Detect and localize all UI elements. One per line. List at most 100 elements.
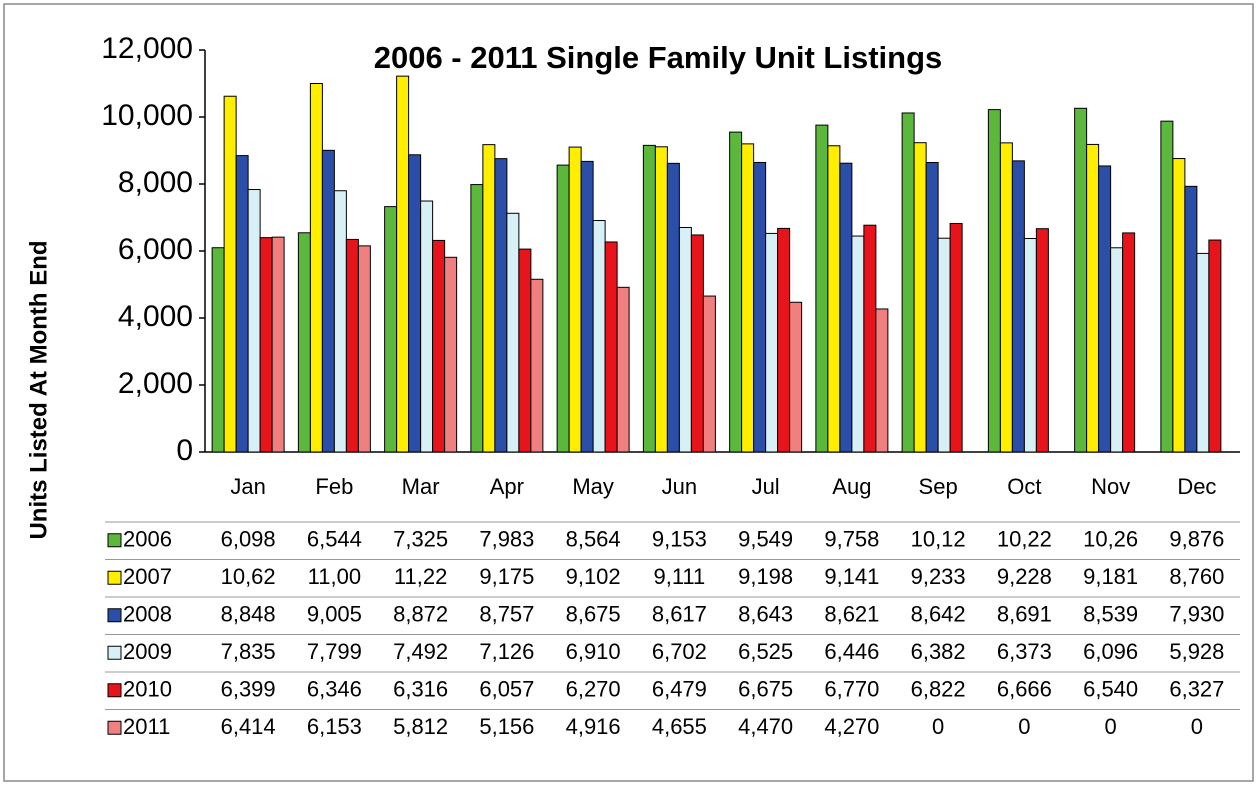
legend-label: 2009 xyxy=(123,639,172,664)
x-tick-label: Apr xyxy=(490,474,524,499)
table-cell: 9,233 xyxy=(911,564,966,589)
table-cell: 7,930 xyxy=(1169,602,1224,627)
bar xyxy=(616,286,630,453)
bar xyxy=(827,145,841,453)
table-cell: 9,005 xyxy=(307,602,362,627)
table-cell: 0 xyxy=(932,714,944,739)
table-cell: 6,373 xyxy=(997,639,1052,664)
bar xyxy=(309,83,323,453)
table-cell: 8,848 xyxy=(221,602,276,627)
bar xyxy=(815,124,829,453)
bar xyxy=(1160,120,1174,453)
table-cell: 4,470 xyxy=(738,714,793,739)
table-cell: 6,770 xyxy=(824,677,879,702)
bar xyxy=(420,200,434,453)
table-cell: 8,675 xyxy=(566,602,621,627)
bar xyxy=(518,248,532,453)
legend-swatch xyxy=(107,608,122,623)
chart-title: 2006 - 2011 Single Family Unit Listings xyxy=(374,40,943,75)
bar xyxy=(568,146,582,453)
table-cell: 8,872 xyxy=(393,602,448,627)
bar xyxy=(494,158,508,453)
bar xyxy=(357,245,371,453)
y-tick-label: 4,000 xyxy=(118,300,193,333)
legend-swatch xyxy=(107,683,122,698)
bar xyxy=(642,144,656,453)
bar xyxy=(875,308,889,453)
table-cell: 10,12 xyxy=(911,527,966,552)
bar xyxy=(863,224,877,453)
bar xyxy=(211,247,225,453)
bar xyxy=(1208,239,1222,453)
table-cell: 9,181 xyxy=(1083,564,1138,589)
table-cell: 7,799 xyxy=(307,639,362,664)
table-cell: 6,346 xyxy=(307,677,362,702)
bar xyxy=(1122,232,1136,453)
bar xyxy=(901,112,915,453)
table-cell: 4,916 xyxy=(566,714,621,739)
x-tick-label: Oct xyxy=(1007,474,1041,499)
table-cell: 8,757 xyxy=(479,602,534,627)
table-cell: 9,198 xyxy=(738,564,793,589)
x-tick-label: May xyxy=(572,474,614,499)
y-tick-label: 6,000 xyxy=(118,233,193,266)
table-cell: 9,141 xyxy=(824,564,879,589)
y-axis-title: Units Listed At Month End xyxy=(25,240,52,539)
bar xyxy=(1086,143,1100,453)
table-cell: 6,525 xyxy=(738,639,793,664)
table-cell: 8,691 xyxy=(997,602,1052,627)
table-cell: 8,564 xyxy=(566,527,621,552)
table-cell: 8,621 xyxy=(824,602,879,627)
table-cell: 6,153 xyxy=(307,714,362,739)
table-cell: 9,111 xyxy=(653,564,705,589)
bar xyxy=(259,237,273,453)
legend-label: 2007 xyxy=(123,564,172,589)
bar xyxy=(384,206,398,453)
bar xyxy=(470,184,484,453)
legend-label: 2006 xyxy=(123,527,172,552)
bar xyxy=(949,222,963,453)
bar xyxy=(297,232,311,453)
table-cell: 6,544 xyxy=(307,527,362,552)
bar xyxy=(999,142,1013,453)
legend-label: 2008 xyxy=(123,602,172,627)
bar xyxy=(777,227,791,453)
y-tick-label: 2,000 xyxy=(118,367,193,400)
bar xyxy=(396,75,410,453)
x-tick-label: Sep xyxy=(919,474,958,499)
bar xyxy=(741,143,755,453)
x-tick-label: Jul xyxy=(752,474,780,499)
bar xyxy=(333,190,347,453)
bar xyxy=(851,235,865,453)
table-cell: 6,540 xyxy=(1083,677,1138,702)
bar xyxy=(789,301,803,453)
bar xyxy=(345,238,359,453)
bar xyxy=(321,149,335,453)
table-cell: 7,126 xyxy=(479,639,534,664)
table-cell: 5,156 xyxy=(479,714,534,739)
table-cell: 6,382 xyxy=(911,639,966,664)
table-cell: 9,549 xyxy=(738,527,793,552)
table-cell: 4,655 xyxy=(652,714,707,739)
table-cell: 0 xyxy=(1105,714,1117,739)
bar xyxy=(592,220,606,453)
bar xyxy=(235,155,249,453)
table-cell: 8,642 xyxy=(911,602,966,627)
table-cell: 6,399 xyxy=(221,677,276,702)
x-tick-label: Dec xyxy=(1177,474,1216,499)
bar xyxy=(556,164,570,453)
table-cell: 7,492 xyxy=(393,639,448,664)
bar xyxy=(913,142,927,453)
table-cell: 8,617 xyxy=(652,602,707,627)
table-cell: 10,22 xyxy=(997,527,1052,552)
table-cell: 9,102 xyxy=(566,564,621,589)
table-cell: 6,822 xyxy=(911,677,966,702)
table-cell: 6,414 xyxy=(221,714,276,739)
bar xyxy=(1110,247,1124,453)
table-cell: 9,876 xyxy=(1169,527,1224,552)
bar xyxy=(690,234,704,453)
bar xyxy=(580,160,594,453)
legend-swatch xyxy=(107,570,122,585)
bar xyxy=(1184,185,1198,453)
